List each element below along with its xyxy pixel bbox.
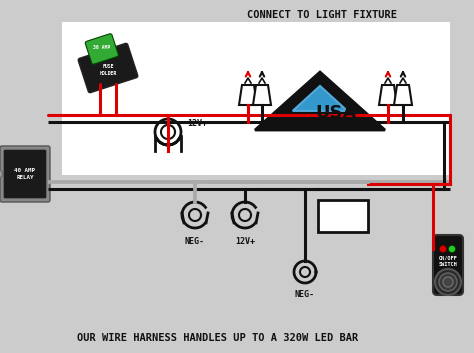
Circle shape <box>0 169 2 179</box>
FancyBboxPatch shape <box>4 150 46 198</box>
FancyBboxPatch shape <box>78 43 138 93</box>
Text: 12V+: 12V+ <box>187 120 207 128</box>
Text: 40 AMP
RELAY: 40 AMP RELAY <box>15 168 36 180</box>
Polygon shape <box>394 85 412 105</box>
Polygon shape <box>379 85 397 105</box>
Polygon shape <box>293 86 347 111</box>
Polygon shape <box>239 85 257 105</box>
Text: OUR WIRE HARNESS HANDLES UP TO A 320W LED BAR: OUR WIRE HARNESS HANDLES UP TO A 320W LE… <box>77 333 359 343</box>
FancyBboxPatch shape <box>433 235 463 295</box>
Circle shape <box>435 269 461 295</box>
Polygon shape <box>255 72 385 130</box>
Text: CONNECT TO LIGHT FIXTURE: CONNECT TO LIGHT FIXTURE <box>247 10 397 20</box>
Text: NEG-: NEG- <box>295 290 315 299</box>
Text: ON/OFF
SWITCH: ON/OFF SWITCH <box>438 256 457 267</box>
Circle shape <box>439 273 457 291</box>
Circle shape <box>443 277 453 287</box>
FancyBboxPatch shape <box>0 146 50 202</box>
FancyBboxPatch shape <box>318 200 368 232</box>
Text: NEG-: NEG- <box>185 237 205 246</box>
Text: LIGHTING OPTICS: LIGHTING OPTICS <box>289 119 365 127</box>
Text: 12V+: 12V+ <box>235 237 255 246</box>
FancyBboxPatch shape <box>62 22 450 175</box>
Text: USA: USA <box>316 104 357 122</box>
Circle shape <box>448 245 456 252</box>
Text: 30 AMP: 30 AMP <box>92 44 110 49</box>
Text: FUSE
HOLDER: FUSE HOLDER <box>100 64 117 76</box>
Circle shape <box>439 245 447 252</box>
FancyBboxPatch shape <box>85 34 118 64</box>
Polygon shape <box>253 85 271 105</box>
